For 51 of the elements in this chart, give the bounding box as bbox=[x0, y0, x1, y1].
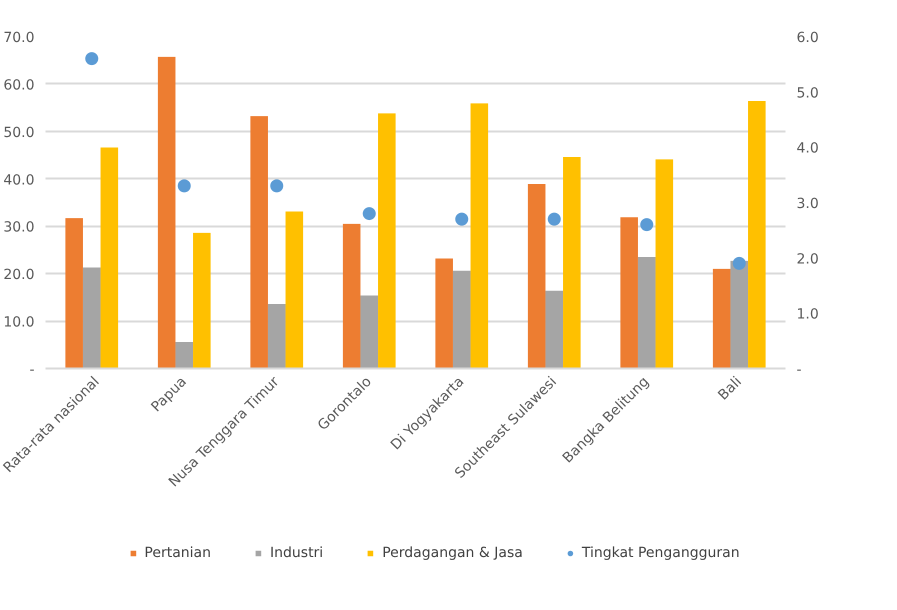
y-tick-label: 70.0 bbox=[3, 30, 34, 46]
y-tick-label: 50.0 bbox=[3, 124, 34, 141]
y-tick-label: 30.0 bbox=[3, 220, 34, 236]
point bbox=[640, 218, 654, 232]
bar bbox=[620, 217, 638, 368]
bar bbox=[452, 270, 471, 368]
y2-tick-label: 4.0 bbox=[796, 140, 819, 157]
bar bbox=[730, 260, 748, 368]
bar bbox=[378, 113, 396, 368]
bar bbox=[656, 159, 674, 368]
bar bbox=[100, 147, 118, 368]
y-tick-label: 40.0 bbox=[3, 172, 34, 188]
bar bbox=[545, 290, 564, 368]
y-tick-label: 10.0 bbox=[3, 314, 34, 331]
bar bbox=[748, 101, 766, 368]
bar bbox=[250, 116, 268, 368]
bar bbox=[268, 304, 286, 368]
legend-label: Pertanian bbox=[144, 545, 212, 561]
point bbox=[178, 179, 191, 192]
bar bbox=[712, 268, 730, 368]
bar bbox=[360, 295, 378, 368]
point bbox=[362, 207, 376, 220]
y-tick-label: 60.0 bbox=[3, 77, 34, 94]
legend-label: Tingkat Pengangguran bbox=[582, 545, 740, 561]
y2-tick-label: - bbox=[796, 362, 802, 378]
point bbox=[732, 256, 746, 270]
point bbox=[548, 212, 561, 226]
y2-tick-label: 2.0 bbox=[796, 251, 819, 268]
bar bbox=[435, 258, 453, 368]
bar bbox=[470, 103, 488, 368]
bar bbox=[638, 257, 656, 368]
bar bbox=[286, 212, 304, 368]
bar bbox=[82, 267, 101, 368]
bar bbox=[563, 156, 581, 368]
y-tick-label: - bbox=[29, 362, 35, 378]
y-tick-label: 20.0 bbox=[3, 267, 34, 284]
bar bbox=[528, 184, 546, 368]
y2-tick-label: 6.0 bbox=[796, 30, 819, 46]
legend-label: Industri bbox=[270, 545, 324, 561]
legend-label: Perdagangan & Jasa bbox=[382, 545, 523, 561]
y2-tick-label: 5.0 bbox=[796, 85, 819, 102]
y2-tick-label: 1.0 bbox=[796, 306, 819, 323]
point bbox=[85, 52, 98, 66]
bar bbox=[193, 232, 211, 368]
y2-tick-label: 3.0 bbox=[796, 196, 819, 212]
bar bbox=[342, 224, 360, 368]
bar bbox=[175, 342, 194, 368]
bar bbox=[65, 218, 83, 368]
point bbox=[455, 212, 468, 226]
point bbox=[270, 179, 284, 192]
bar bbox=[158, 56, 176, 368]
